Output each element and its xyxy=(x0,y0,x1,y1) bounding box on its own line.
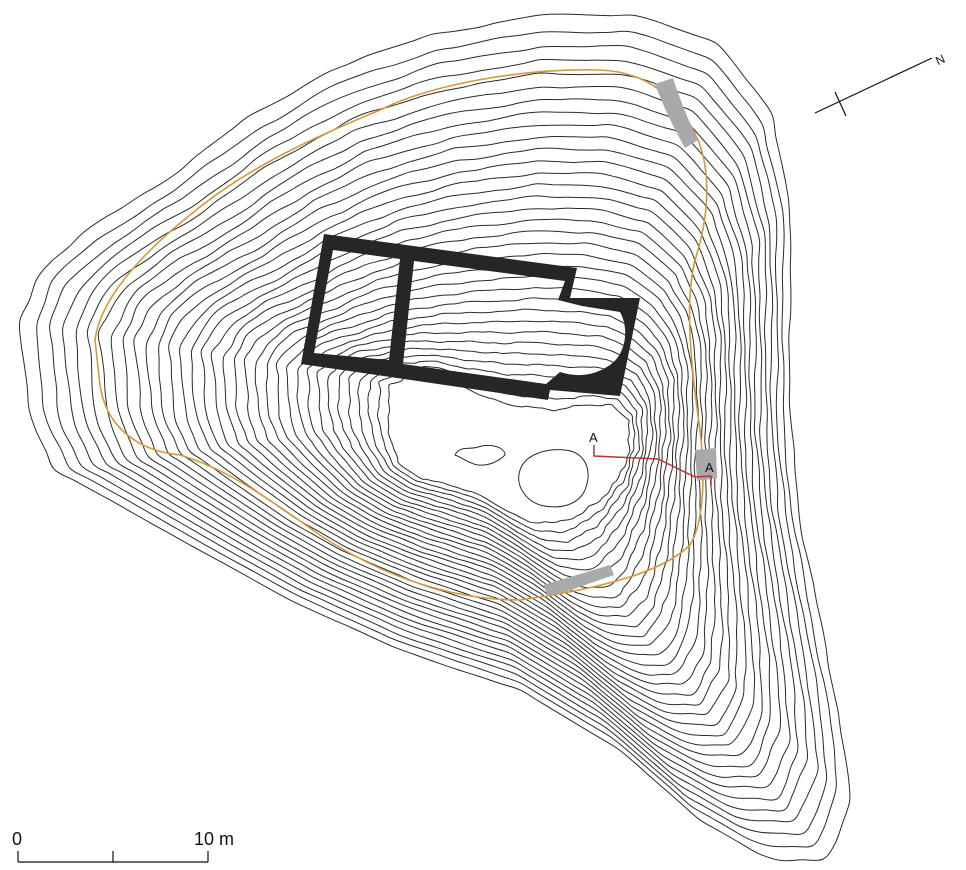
contour-line xyxy=(145,147,756,746)
contour-line xyxy=(49,44,828,835)
enclosure-wall-line xyxy=(94,69,708,601)
hilltop-contour-2 xyxy=(518,449,589,508)
wall-remains xyxy=(543,78,717,596)
contour-line xyxy=(97,98,791,789)
north-arrow-shaft xyxy=(814,57,933,114)
wall-remain-east xyxy=(695,448,717,481)
contour-line xyxy=(86,85,799,801)
contour-line xyxy=(286,297,675,617)
hilltop-contour-1 xyxy=(454,444,506,466)
contour-line xyxy=(158,160,747,737)
contour-line xyxy=(110,111,782,778)
contour-line xyxy=(327,340,658,580)
north-arrow-tick xyxy=(834,91,847,117)
section-start-label: A xyxy=(589,430,598,445)
contour-line xyxy=(296,308,672,608)
contour-line xyxy=(75,72,809,812)
wall-remain-south xyxy=(543,565,614,596)
hilltop-contours xyxy=(454,444,589,508)
contour-line xyxy=(122,123,771,768)
contour-line xyxy=(348,354,649,561)
scale-start-label: 0 xyxy=(12,829,22,849)
contour-line xyxy=(179,183,731,716)
contour-line xyxy=(62,58,819,823)
contour-line xyxy=(210,218,710,685)
contour-line xyxy=(357,360,644,552)
contour-line xyxy=(265,275,685,638)
contour-line xyxy=(18,13,851,862)
contour-line xyxy=(337,347,654,571)
contour-line xyxy=(190,195,724,706)
contour-line xyxy=(275,287,681,628)
contour-line xyxy=(133,135,763,757)
north-arrow-icon: N xyxy=(814,52,947,117)
section-line: A A xyxy=(589,430,714,486)
contour-line xyxy=(222,230,703,676)
contour-line xyxy=(316,330,662,589)
contour-line xyxy=(254,263,689,646)
north-label: N xyxy=(933,52,947,68)
section-line-path xyxy=(593,445,712,486)
church-plan xyxy=(301,234,640,400)
wall-remain-north xyxy=(655,78,698,148)
contour-line xyxy=(306,320,667,599)
section-end-label: A xyxy=(705,460,714,475)
contour-lines xyxy=(18,13,851,862)
contour-line xyxy=(200,207,716,696)
contour-line xyxy=(36,30,837,848)
church-walls xyxy=(301,234,640,400)
contour-line xyxy=(387,374,631,524)
scale-end-label: 10 m xyxy=(194,829,234,849)
scale-bar: 0 10 m xyxy=(12,829,234,863)
